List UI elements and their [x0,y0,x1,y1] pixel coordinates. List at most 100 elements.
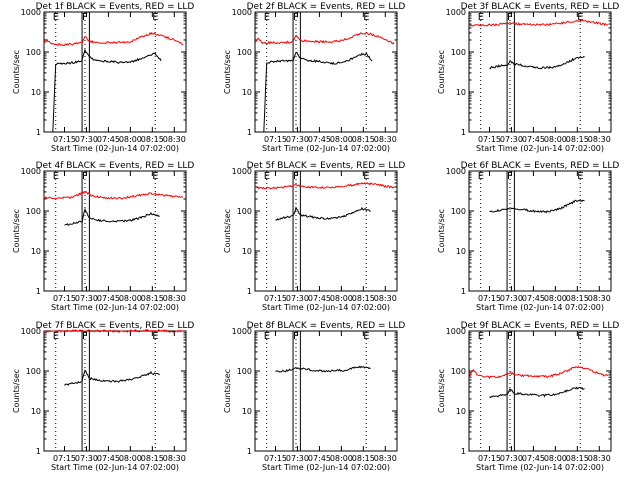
flag-marker-label: F [82,331,88,342]
plot-frame [468,330,612,452]
panel-title: Det 8f BLACK = Events, RED = LLD [247,321,406,331]
x-tick-label: 08:00 [330,135,353,144]
x-tick-label: 08:15 [141,135,164,144]
x-tick-label: 07:45 [97,454,120,463]
panel: Det 8f BLACK = Events, RED = LLD 1 10 100 10… [223,321,405,472]
x-tick-label: 08:30 [163,454,186,463]
y-tick-label: 1000 [232,167,252,176]
x-tick-label: 07:45 [522,454,545,463]
x-tick-label: 07:30 [286,454,309,463]
y-tick-label: 10 [456,407,466,416]
y-axis-label: Counts/sec [437,50,446,94]
y-tick-label: 1 [36,447,41,456]
y-tick-label: 100 [26,48,41,57]
y-tick-label: 1 [36,128,41,137]
series-line-lld [468,365,609,380]
x-tick-label: 08:00 [119,294,142,303]
y-axis-label: Counts/sec [223,209,232,253]
x-tick-label: 08:00 [544,454,567,463]
panel-title: Det 4f BLACK = Events, RED = LLD [36,161,195,171]
x-tick-label: 08:00 [544,294,567,303]
series-line-events [64,207,160,226]
y-tick-label: 1000 [21,8,41,17]
y-tick-label: 100 [451,367,466,376]
plot-frame [254,170,398,292]
flag-marker-label: E [577,171,583,182]
series-line-events [275,365,371,373]
x-tick-label: 07:15 [264,135,287,144]
y-axis-label: Counts/sec [223,50,232,94]
x-tick-label: 08:00 [119,454,142,463]
plot-frame [43,11,187,133]
panel: Det 9f BLACK = Events, RED = LLD 1 10 100 10… [437,321,619,472]
x-tick-label: 08:00 [330,454,353,463]
y-axis-label: Counts/sec [12,50,21,94]
series-line-events [64,369,160,386]
flag-marker-label: E [53,12,59,23]
x-tick-label: 07:30 [286,135,309,144]
x-tick-label: 08:15 [352,135,375,144]
x-tick-label: 08:30 [163,294,186,303]
plot-frame [254,330,398,452]
x-tick-label: 08:15 [352,294,375,303]
y-tick-label: 1 [247,128,252,137]
panel-title: Det 1f BLACK = Events, RED = LLD [36,2,195,12]
x-tick-label: 07:15 [53,135,76,144]
x-tick-label: 07:15 [264,454,287,463]
x-tick-label: 08:15 [566,294,589,303]
flag-marker-label: E [152,171,158,182]
series-line-events [489,386,585,399]
y-tick-label: 10 [242,247,252,256]
y-tick-label: 1 [247,287,252,296]
x-axis-label: Start Time (02-Jun-14 07:02:00) [262,463,390,472]
series-line-events [263,51,373,133]
y-tick-label: 1 [36,287,41,296]
x-axis-label: Start Time (02-Jun-14 07:02:00) [51,303,179,312]
series-line-events [275,206,371,221]
plot-frame [468,170,612,292]
y-tick-label: 10 [242,407,252,416]
x-axis-label: Start Time (02-Jun-14 07:02:00) [476,144,604,153]
x-tick-label: 08:15 [566,454,589,463]
panel: Det 7f BLACK = Events, RED = LLD 1 10 100 10… [12,321,194,472]
y-tick-label: 100 [237,367,252,376]
series-line-events [489,56,585,70]
x-axis-label: Start Time (02-Jun-14 07:02:00) [262,144,390,153]
y-tick-label: 1 [461,447,466,456]
flag-marker-label: E [264,12,270,23]
flag-marker-label: E [53,331,59,342]
y-tick-label: 10 [31,407,41,416]
x-axis-label: Start Time (02-Jun-14 07:02:00) [476,303,604,312]
x-tick-label: 08:00 [119,135,142,144]
y-tick-label: 1000 [232,8,252,17]
y-tick-label: 100 [26,207,41,216]
series-line-lld [43,329,184,333]
x-tick-label: 07:45 [308,135,331,144]
x-tick-label: 07:30 [75,135,98,144]
series-line-events [489,199,585,214]
y-axis-label: Counts/sec [223,369,232,413]
x-tick-label: 07:45 [97,294,120,303]
x-tick-label: 08:15 [141,454,164,463]
x-tick-label: 08:15 [141,294,164,303]
flag-marker-label: E [264,171,270,182]
flag-marker-label: E [478,12,484,23]
x-tick-label: 07:30 [500,135,523,144]
series-line-lld [254,32,395,45]
x-tick-label: 08:30 [374,294,397,303]
x-tick-label: 07:15 [53,454,76,463]
panel: Det 1f BLACK = Events, RED = LLD 1 10 100 10… [12,2,194,153]
x-tick-label: 07:30 [75,454,98,463]
y-tick-label: 100 [237,207,252,216]
y-tick-label: 100 [237,48,252,57]
y-tick-label: 100 [451,48,466,57]
flag-marker-label: F [507,331,513,342]
y-tick-label: 1000 [21,167,41,176]
x-tick-label: 07:30 [500,454,523,463]
y-tick-label: 100 [451,207,466,216]
flag-marker-label: F [82,12,88,23]
flag-marker-label: E [363,331,369,342]
panel: Det 2f BLACK = Events, RED = LLD 1 10 100 10… [223,2,405,153]
x-tick-label: 07:45 [308,454,331,463]
